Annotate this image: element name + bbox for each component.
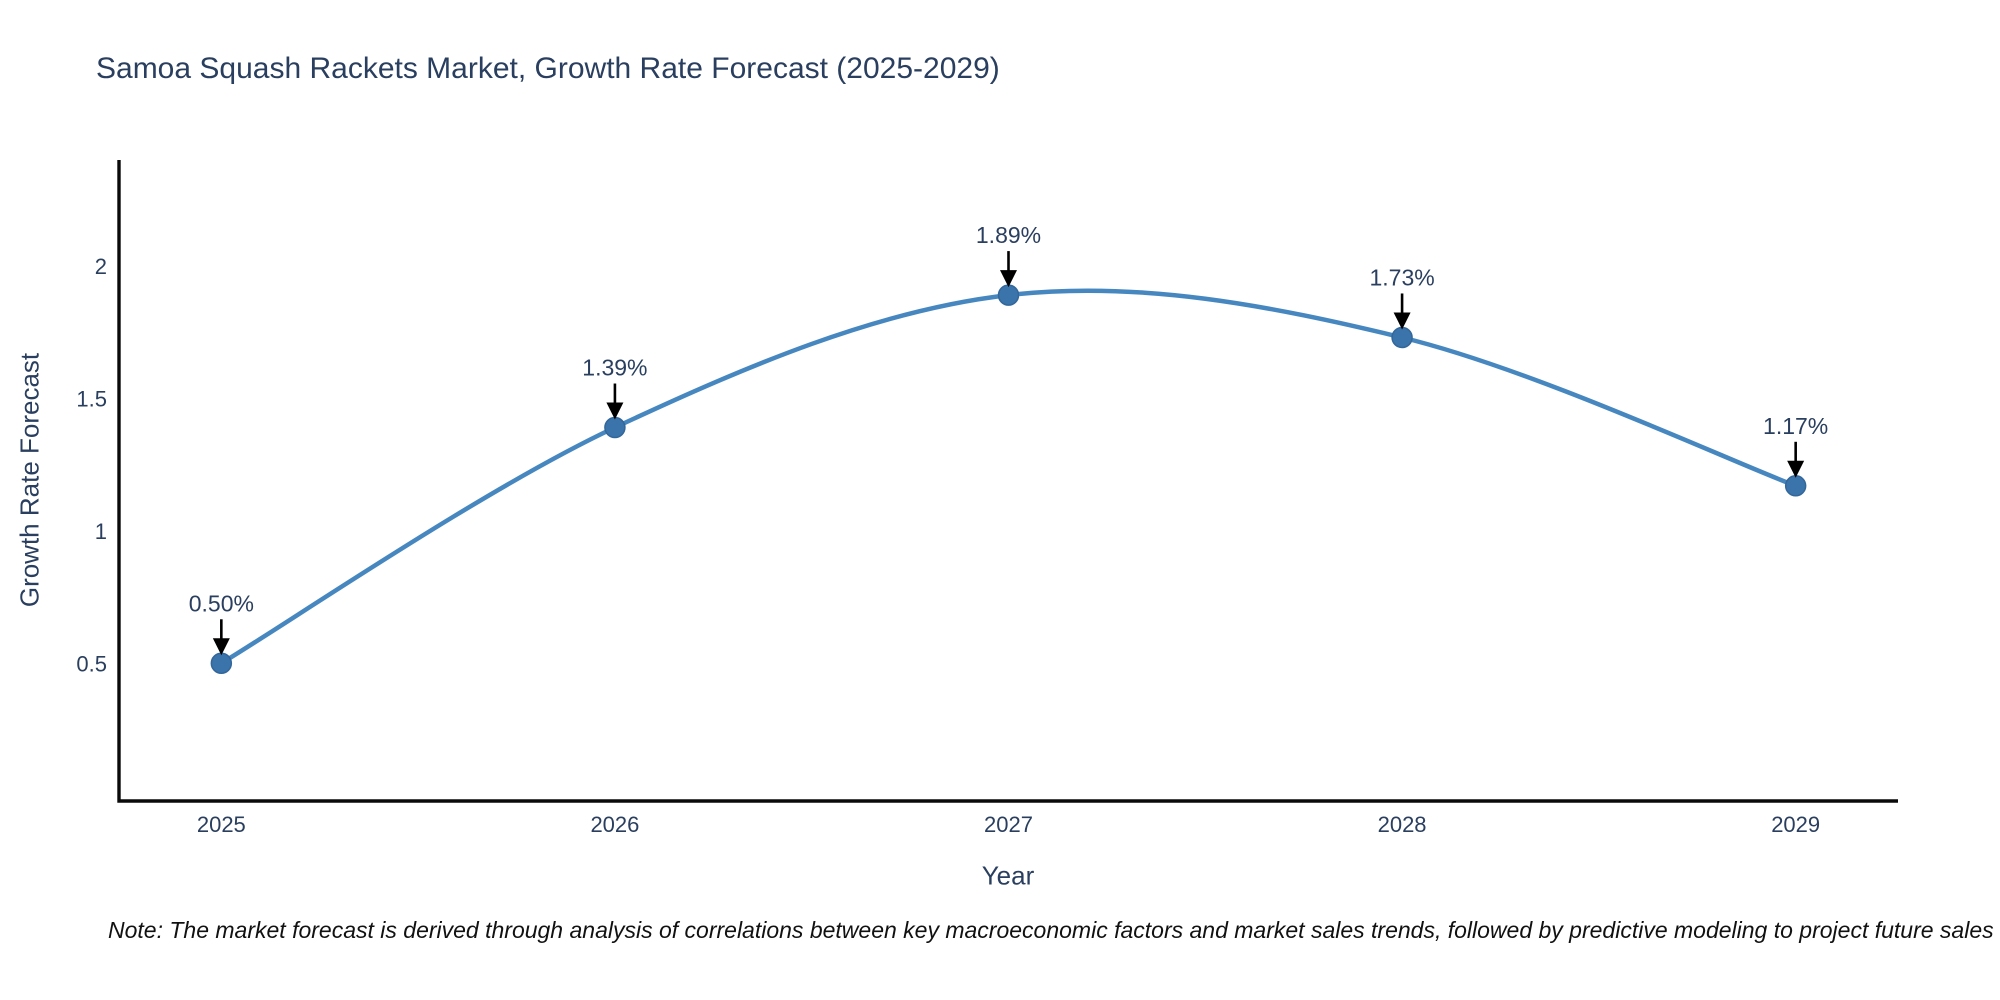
point-annotation: 1.73%	[1369, 264, 1434, 290]
footnote: Note: The market forecast is derived thr…	[108, 917, 1994, 943]
x-tick-label: 2025	[197, 812, 246, 837]
data-point-marker	[210, 652, 233, 675]
x-tick-label: 2027	[984, 812, 1033, 837]
annotation-arrow-head	[606, 402, 624, 420]
point-annotation: 0.50%	[189, 590, 254, 616]
data-point-marker	[1784, 475, 1807, 497]
data-point-marker	[604, 416, 626, 439]
y-axis-title: Growth Rate Forecast	[14, 352, 45, 608]
y-tick-label: 0.5	[76, 651, 107, 676]
point-annotation: 1.39%	[582, 355, 647, 381]
annotation-arrow-head	[1787, 460, 1805, 478]
point-annotation: 1.89%	[976, 222, 1041, 248]
annotation-arrow-head	[1393, 312, 1411, 330]
x-axis-title: Year	[981, 860, 1035, 891]
data-point-marker	[1391, 326, 1413, 349]
annotation-arrow-head	[1000, 270, 1017, 288]
y-tick-label: 1.5	[76, 386, 107, 411]
point-annotation: 1.17%	[1763, 413, 1828, 439]
trend-line	[220, 288, 1797, 666]
axis-lines	[117, 160, 1898, 803]
x-tick-label: 2026	[590, 812, 639, 837]
y-tick-label: 2	[95, 254, 107, 279]
chart-title: Samoa Squash Rackets Market, Growth Rate…	[96, 52, 1000, 85]
y-tick-label: 1	[95, 519, 107, 544]
x-tick-label: 2028	[1378, 812, 1427, 837]
annotation-arrow-head	[212, 638, 230, 656]
data-point-marker	[997, 284, 1020, 306]
x-tick-label: 2029	[1771, 812, 1820, 837]
